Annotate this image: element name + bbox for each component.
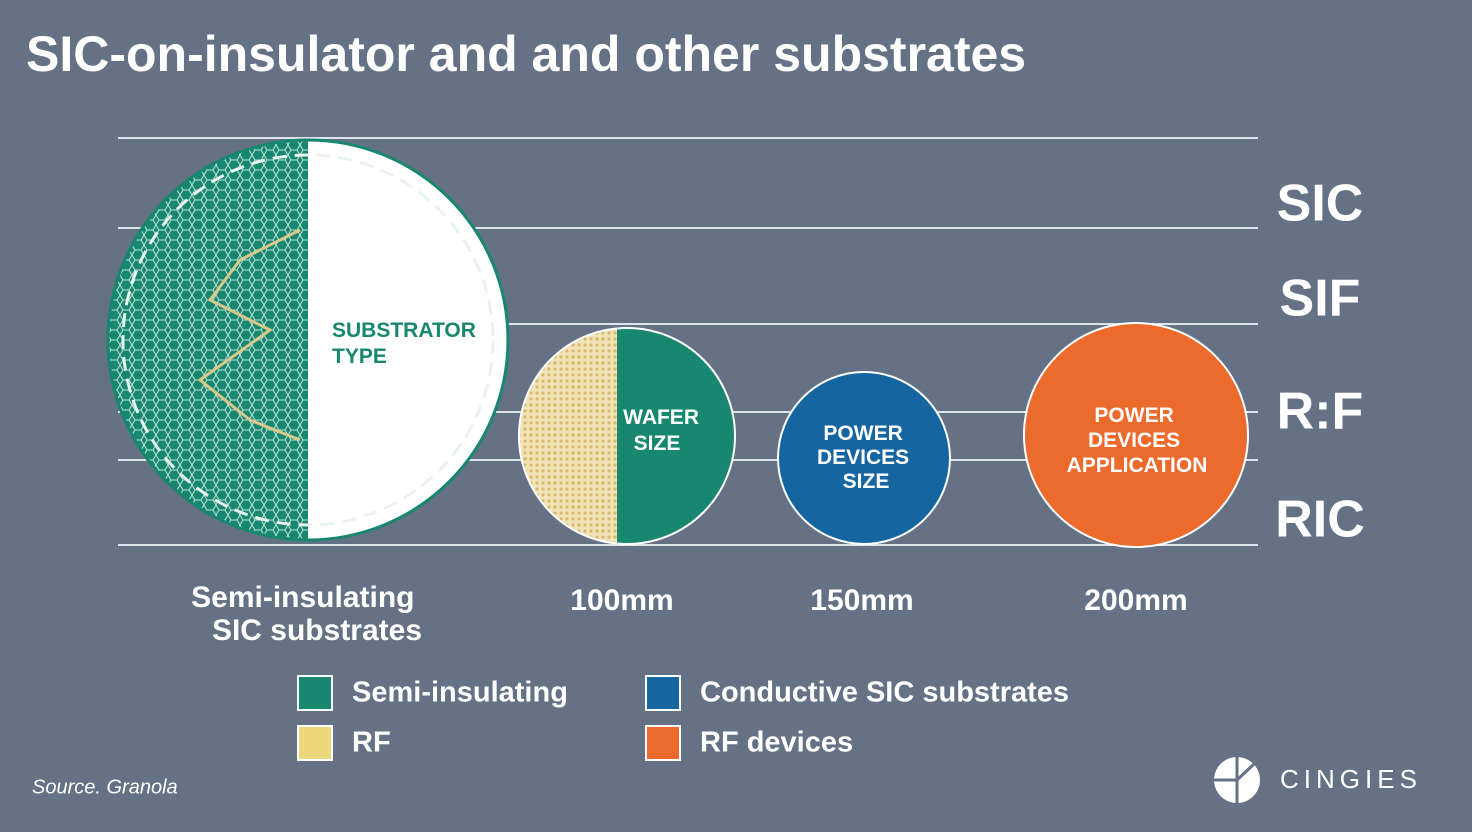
legend: Semi-insulating Conductive SIC substrate…	[297, 675, 1069, 761]
half-pattern	[519, 328, 617, 544]
logo-cut	[1214, 757, 1256, 803]
caption: 200mm	[1084, 584, 1187, 617]
row-label: R:F	[1277, 383, 1364, 441]
circle-label: WAFER SIZE	[623, 406, 705, 455]
logo-text: CINGIES	[1280, 764, 1422, 794]
circle-label: POWER DEVICES APPLICATION	[1067, 404, 1208, 477]
circle-label: SUBSTRATOR TYPE	[332, 319, 482, 368]
label-line: SIZE	[634, 432, 681, 455]
circle-label: POWER DEVICES SIZE	[817, 422, 915, 493]
row-label: SIF	[1280, 270, 1361, 328]
row-label: RIC	[1275, 491, 1365, 549]
row-labels: SIC SIF R:F RIC	[1275, 175, 1365, 549]
circle-outline	[106, 138, 510, 542]
label-line: DEVICES	[817, 446, 909, 469]
caption-line: SIC substrates	[212, 614, 422, 647]
label-line: DEVICES	[1088, 429, 1180, 452]
label-line: APPLICATION	[1067, 454, 1208, 477]
legend-swatch	[297, 725, 333, 761]
half-pattern	[108, 140, 308, 540]
legend-swatch	[645, 725, 681, 761]
circle	[1023, 322, 1249, 548]
captions: Semi-insulating SIC substrates 100mm 150…	[191, 581, 1188, 647]
legend-label: Semi-insulating	[352, 677, 568, 709]
circle-substrate: SUBSTRATOR TYPE	[106, 138, 510, 542]
label-line: TYPE	[332, 345, 387, 368]
source: Source. Granola	[32, 776, 178, 798]
label-line: POWER	[1094, 404, 1173, 427]
caption: Semi-insulating SIC substrates	[191, 581, 423, 647]
title: SIC-on-insulator and and other substrate…	[26, 26, 1026, 82]
logo: CINGIES	[1214, 757, 1422, 803]
legend-label: RF devices	[700, 727, 853, 759]
circle-outline	[518, 327, 736, 545]
wafer-ring	[121, 153, 495, 527]
caption-line: Semi-insulating	[191, 581, 414, 614]
legend-label: Conductive SIC substrates	[700, 677, 1069, 709]
circle	[777, 371, 951, 545]
circle-wafer: WAFER SIZE	[518, 327, 736, 545]
label-line: SIZE	[843, 470, 890, 493]
label-line: SUBSTRATOR	[332, 319, 476, 342]
trace	[197, 228, 301, 442]
legend-swatch	[297, 675, 333, 711]
legend-swatch	[645, 675, 681, 711]
legend-label: RF	[352, 727, 391, 759]
caption: 150mm	[810, 584, 913, 617]
label-line: POWER	[823, 422, 902, 445]
caption: 100mm	[570, 584, 673, 617]
circle-power-size: POWER DEVICES SIZE	[777, 371, 951, 545]
row-label: SIC	[1277, 175, 1364, 233]
label-line: WAFER	[623, 406, 699, 429]
circle-power-app: POWER DEVICES APPLICATION	[1023, 322, 1249, 548]
